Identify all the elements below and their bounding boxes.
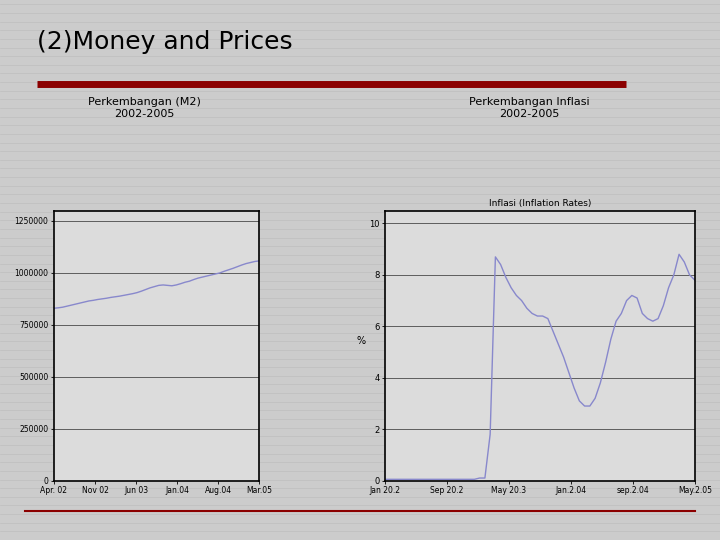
Y-axis label: %: % bbox=[356, 335, 365, 346]
Text: Perkembangan (M2)
2002-2005: Perkembangan (M2) 2002-2005 bbox=[88, 97, 200, 119]
Text: Source : Bank ndonesia: Source : Bank ndonesia bbox=[472, 446, 587, 456]
Text: Perkembangan Inflasi
2002-2005: Perkembangan Inflasi 2002-2005 bbox=[469, 97, 590, 119]
Text: (2)Money and Prices: (2)Money and Prices bbox=[37, 30, 293, 53]
Title: Inflasi (Inflation Rates): Inflasi (Inflation Rates) bbox=[489, 199, 591, 208]
